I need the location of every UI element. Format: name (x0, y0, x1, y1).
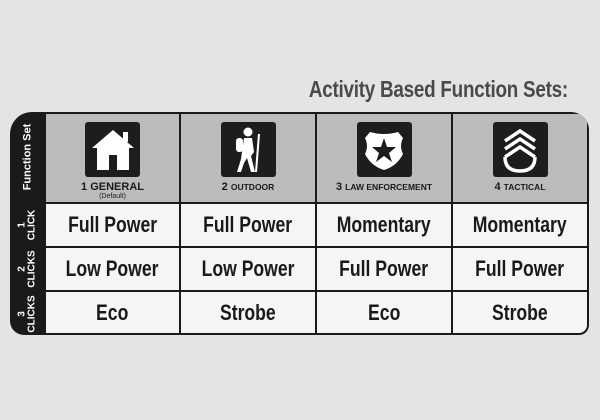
column-header-outdoor: 2 OUTDOOR (181, 114, 315, 202)
column-header-tactical: 4 TACTICAL (453, 114, 587, 202)
police-badge-icon (356, 122, 412, 177)
page-title: Activity Based Function Sets: (308, 76, 568, 102)
cell-outdoor-3-clicks: Strobe (181, 292, 315, 333)
column-header-law-enforcement: 3 LAW ENFORCEMENT (317, 114, 451, 202)
cell-tactical-3-clicks: Strobe (453, 292, 587, 333)
hiker-icon (220, 122, 276, 177)
side-label-1-click: 1 CLICK (16, 209, 38, 241)
function-set-table: Function Set 1 CLICK 2 CLICKS 3 CLICKS 1… (10, 112, 589, 335)
cell-law-3-clicks: Eco (317, 292, 451, 333)
cell-tactical-2-clicks: Full Power (453, 248, 587, 290)
side-label-2-clicks: 2 CLICKS (16, 250, 38, 288)
side-label-3-clicks: 3 CLICKS (16, 294, 38, 333)
cell-outdoor-1-click: Full Power (181, 204, 315, 246)
column-header-general: 1 GENERAL (Default) (46, 114, 179, 202)
cell-general-3-clicks: Eco (46, 292, 179, 333)
house-icon (85, 122, 140, 177)
cell-law-2-clicks: Full Power (317, 248, 451, 290)
side-label-function-set: Function Set (21, 123, 34, 191)
cell-law-1-click: Momentary (317, 204, 451, 246)
cell-tactical-1-click: Momentary (453, 204, 587, 246)
cell-outdoor-2-clicks: Low Power (181, 248, 315, 290)
cell-general-1-click: Full Power (46, 204, 179, 246)
sergeant-chevron-icon (492, 122, 548, 177)
cell-general-2-clicks: Low Power (46, 248, 179, 290)
